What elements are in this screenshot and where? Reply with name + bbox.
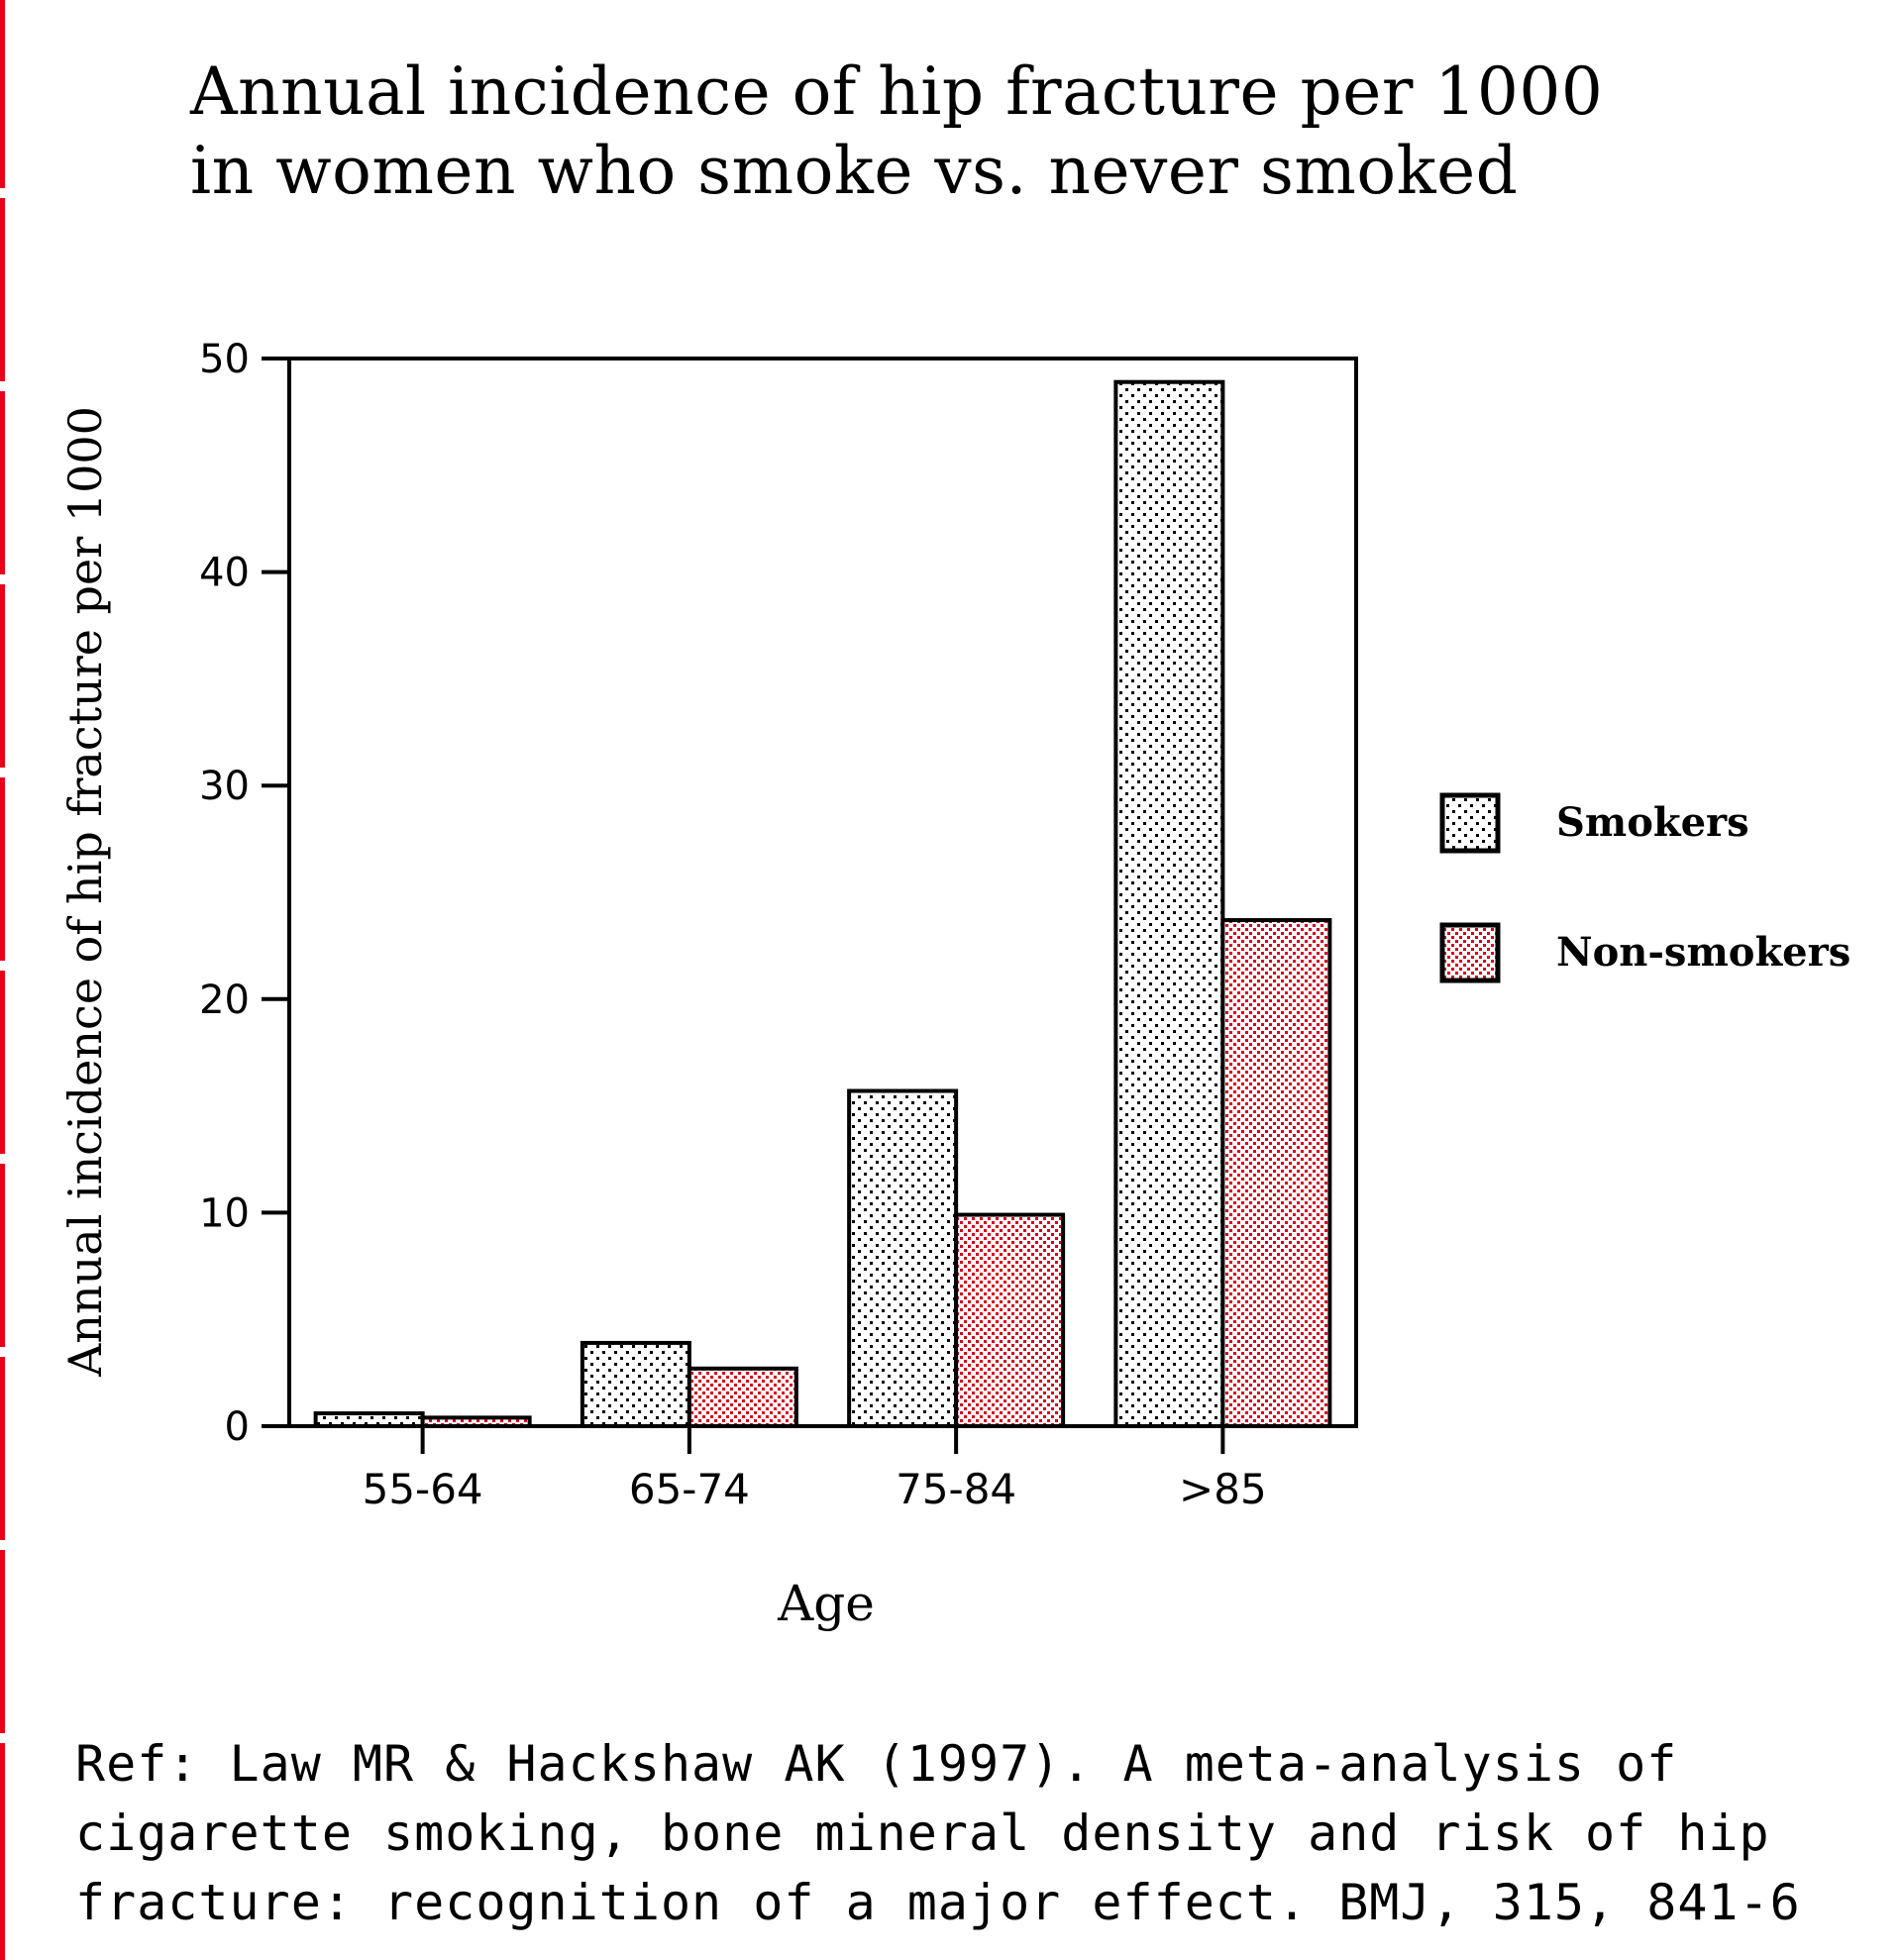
y-tick-label: 0 <box>225 1404 250 1450</box>
reference-line-2: cigarette smoking, bone mineral density … <box>75 1805 1770 1862</box>
reference-line-1: Ref: Law MR & Hackshaw AK (1997). A meta… <box>75 1735 1678 1793</box>
bar-smokers-4 <box>1113 379 1225 1429</box>
bar-nonsmokers-3 <box>954 1212 1066 1429</box>
x-tick-label: >85 <box>1179 1465 1267 1513</box>
legend-swatch-smokers <box>1439 792 1501 854</box>
left-edge-mark <box>0 1164 5 1347</box>
left-edge-mark <box>0 971 5 1154</box>
left-edge-mark <box>0 0 5 188</box>
bar-smokers-1 <box>313 1411 425 1428</box>
chart-title-line-1: Annual incidence of hip fracture per 100… <box>190 53 1604 130</box>
bar-nonsmokers-2 <box>687 1366 798 1428</box>
left-edge-mark <box>0 1357 5 1540</box>
y-tick-label: 30 <box>199 764 250 809</box>
x-axis: 55-64 65-74 75-84 >85 <box>363 1426 1267 1513</box>
x-tick-label: 65-74 <box>629 1465 750 1513</box>
chart-title-line-2: in women who smoke vs. never smoked <box>190 133 1519 209</box>
x-tick-label: 55-64 <box>363 1465 483 1513</box>
y-tick-label: 10 <box>199 1190 250 1236</box>
y-tick-label: 40 <box>199 551 250 596</box>
bar-smokers-3 <box>847 1088 959 1429</box>
left-edge-mark <box>0 777 5 961</box>
left-edge-mark <box>0 1743 5 1960</box>
x-axis-label: Age <box>777 1575 875 1632</box>
left-edge-mark <box>0 584 5 768</box>
bar-smokers-2 <box>580 1340 691 1429</box>
legend-swatch-nonsmokers <box>1439 922 1501 983</box>
bar-nonsmokers-1 <box>420 1415 532 1428</box>
reference-line-3: fracture: recognition of a major effect.… <box>75 1874 1801 1931</box>
bar-nonsmokers-4 <box>1220 918 1332 1428</box>
left-edge-mark <box>0 391 5 574</box>
y-tick-label: 50 <box>199 337 250 382</box>
bars-group <box>313 379 1332 1429</box>
legend-label-smokers: Smokers <box>1556 799 1749 846</box>
legend-label-nonsmokers: Non-smokers <box>1556 929 1850 976</box>
y-tick-label: 20 <box>199 978 250 1023</box>
x-tick-label: 75-84 <box>896 1465 1016 1513</box>
left-edge-mark <box>0 1550 5 1733</box>
y-axis-label: Annual incidence of hip fracture per 100… <box>58 406 112 1378</box>
legend: Smokers Non-smokers <box>1439 792 1850 983</box>
left-edge-mark <box>0 198 5 381</box>
plot-frame <box>287 357 1358 1428</box>
y-axis: 0 10 20 30 40 50 <box>199 337 289 1450</box>
